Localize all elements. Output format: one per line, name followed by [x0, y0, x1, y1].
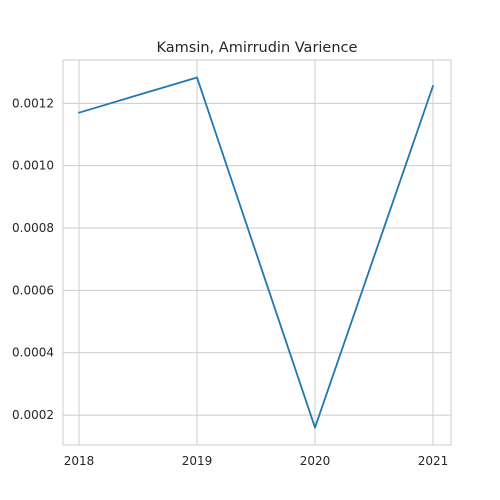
y-tick-label: 0.0004	[12, 346, 54, 360]
grid	[63, 60, 451, 445]
plot-area-frame	[63, 60, 451, 445]
x-tick-label: 2020	[300, 454, 331, 468]
y-tick-label: 0.0012	[12, 96, 54, 110]
tick-labels: 2018 2019 2020 2021 0.0002 0.0004 0.0006 0.0008…	[12, 96, 448, 468]
y-tick-label: 0.0006	[12, 283, 54, 297]
y-tick-label: 0.0010	[12, 159, 54, 173]
x-tick-label: 2018	[64, 454, 95, 468]
chart-title: Kamsin, Amirrudin Varience	[157, 40, 358, 56]
series-layer	[79, 77, 433, 427]
y-tick-label: 0.0008	[12, 221, 54, 235]
series-line	[79, 77, 433, 427]
x-tick-label: 2021	[418, 454, 449, 468]
x-tick-label: 2019	[182, 454, 213, 468]
y-tick-label: 0.0002	[12, 408, 54, 422]
